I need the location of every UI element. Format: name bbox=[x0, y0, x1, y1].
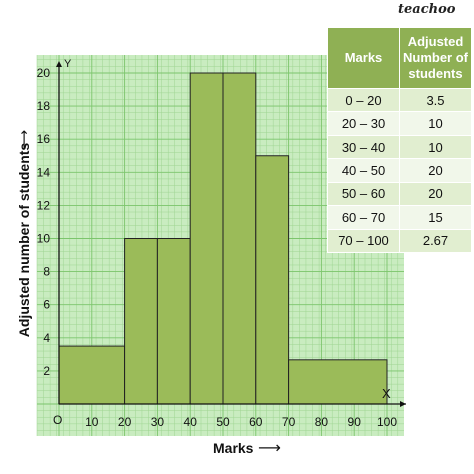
table-cell-students: 10 bbox=[399, 134, 472, 160]
x-tick-label: 80 bbox=[315, 415, 329, 429]
x-tick-label: 30 bbox=[151, 415, 165, 429]
table-row: 0 – 20 3.5 bbox=[327, 87, 472, 113]
x-tick-label: 100 bbox=[377, 415, 397, 429]
y-tick-label: 2 bbox=[43, 364, 50, 378]
y-tick-label: 6 bbox=[43, 298, 50, 312]
table-cell-marks: 0 – 20 bbox=[327, 87, 400, 113]
table-header-marks: Marks bbox=[327, 27, 400, 89]
table-header-students: Adjusted Number of students bbox=[399, 27, 472, 89]
table-cell-marks: 30 – 40 bbox=[327, 134, 400, 160]
table-cell-students: 2.67 bbox=[399, 228, 472, 254]
histogram-bar bbox=[255, 155, 290, 405]
histogram-bar bbox=[288, 359, 388, 405]
x-tick-label: 50 bbox=[216, 415, 230, 429]
table-row: 50 – 60 20 bbox=[327, 181, 472, 207]
table-row: 30 – 40 10 bbox=[327, 134, 472, 160]
y-tick-label: 8 bbox=[43, 265, 50, 279]
table-cell-marks: 40 – 50 bbox=[327, 158, 400, 183]
x-tick-label: 60 bbox=[249, 415, 263, 429]
table-cell-marks: 70 – 100 bbox=[327, 228, 400, 254]
y-tick-label: 20 bbox=[37, 66, 51, 80]
y-tick-label: 12 bbox=[37, 198, 51, 212]
y-tick-label: 4 bbox=[43, 331, 50, 345]
x-tick-label: 70 bbox=[282, 415, 296, 429]
origin-label: O bbox=[53, 413, 62, 427]
histogram-bar bbox=[124, 238, 158, 405]
histogram-bar bbox=[189, 72, 224, 405]
table-row: 60 – 70 15 bbox=[327, 205, 472, 230]
x-axis-label: Marks bbox=[213, 440, 254, 456]
x-tick-label: 40 bbox=[184, 415, 198, 429]
y-tick-label: 14 bbox=[37, 165, 51, 179]
x-tick-label: 10 bbox=[85, 415, 99, 429]
table-cell-students: 20 bbox=[399, 181, 472, 207]
y-axis-label: Adjusted number of students bbox=[16, 142, 32, 338]
table-cell-students: 15 bbox=[399, 205, 472, 230]
table-cell-students: 10 bbox=[399, 111, 472, 136]
table-cell-students: 3.5 bbox=[399, 87, 472, 113]
y-tick-label: 10 bbox=[37, 232, 51, 246]
table-cell-marks: 50 – 60 bbox=[327, 181, 400, 207]
table-cell-marks: 60 – 70 bbox=[327, 205, 400, 230]
x-axis-letter: X bbox=[382, 386, 391, 401]
y-tick-label: 18 bbox=[37, 99, 51, 113]
histogram-bar bbox=[58, 345, 126, 405]
table-row: 20 – 30 10 bbox=[327, 111, 472, 136]
table-row: 70 – 100 2.67 bbox=[327, 228, 472, 254]
histogram-bar bbox=[222, 72, 257, 405]
brand-logo: teachoo bbox=[398, 2, 456, 17]
x-axis-arrow: ⟶ bbox=[258, 440, 281, 457]
x-axis-arrowhead bbox=[400, 401, 406, 407]
y-axis-arrowhead bbox=[56, 61, 62, 67]
x-tick-label: 90 bbox=[348, 415, 362, 429]
table-row: 40 – 50 20 bbox=[327, 158, 472, 183]
table-header-row: Marks Adjusted Number of students bbox=[327, 27, 472, 89]
y-axis-letter: Y bbox=[64, 58, 72, 70]
y-tick-label: 16 bbox=[37, 132, 51, 146]
histogram-bar bbox=[156, 238, 191, 405]
y-axis-arrow: ⟶ bbox=[15, 129, 32, 151]
table-cell-students: 20 bbox=[399, 158, 472, 183]
x-tick-label: 20 bbox=[118, 415, 132, 429]
frequency-table: Marks Adjusted Number of students 0 – 20… bbox=[327, 27, 472, 254]
table-cell-marks: 20 – 30 bbox=[327, 111, 400, 136]
